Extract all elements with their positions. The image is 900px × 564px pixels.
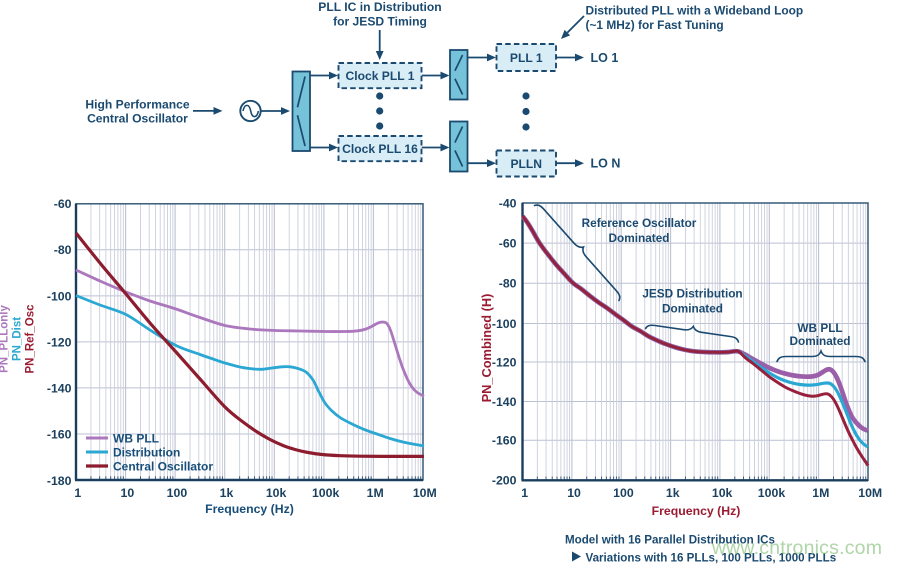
svg-text:100k: 100k — [312, 486, 340, 500]
svg-text:10k: 10k — [712, 486, 733, 500]
svg-text:10M: 10M — [413, 486, 437, 500]
svg-text:Distributed PLL with a Wideban: Distributed PLL with a Wideband Loop — [586, 4, 804, 18]
svg-text:Dominated: Dominated — [609, 231, 670, 245]
svg-text:-120: -120 — [47, 335, 72, 349]
svg-text:PN_Ref_Osc: PN_Ref_Osc — [25, 304, 37, 374]
svg-text:-80: -80 — [499, 277, 517, 291]
svg-text:Frequency (Hz): Frequency (Hz) — [205, 502, 294, 516]
svg-text:Model with 16 Parallel Distrib: Model with 16 Parallel Distribution ICs — [565, 534, 775, 547]
svg-text:-160: -160 — [47, 427, 72, 441]
svg-text:-140: -140 — [492, 395, 517, 409]
svg-text:WB PLL: WB PLL — [113, 432, 159, 446]
svg-text:-60: -60 — [54, 197, 72, 211]
svg-text:Clock PLL 16: Clock PLL 16 — [342, 142, 418, 156]
svg-text:-160: -160 — [492, 434, 517, 448]
svg-text:PN_Dist: PN_Dist — [12, 317, 24, 361]
svg-text:1M: 1M — [812, 486, 829, 500]
svg-text:100k: 100k — [758, 486, 786, 500]
svg-text:-120: -120 — [492, 355, 517, 369]
svg-text:LO N: LO N — [591, 157, 621, 171]
svg-text:PLL IC in Distribution: PLL IC in Distribution — [318, 0, 441, 14]
svg-text:LO 1: LO 1 — [591, 51, 619, 65]
svg-text:Central Oscillator: Central Oscillator — [87, 112, 188, 126]
svg-text:WB PLL: WB PLL — [797, 321, 842, 335]
svg-text:10M: 10M — [858, 486, 882, 500]
svg-text:100: 100 — [613, 486, 634, 500]
svg-text:Frequency (Hz): Frequency (Hz) — [652, 504, 741, 518]
svg-text:Dominated: Dominated — [790, 334, 851, 348]
svg-text:for JESD Timing: for JESD Timing — [333, 14, 427, 28]
svg-text:-140: -140 — [47, 381, 72, 395]
svg-text:1k: 1k — [666, 486, 680, 500]
svg-text:PLLN: PLLN — [510, 157, 542, 171]
svg-text:-60: -60 — [499, 237, 517, 251]
svg-text:-100: -100 — [492, 317, 517, 331]
svg-text:1: 1 — [521, 486, 528, 500]
svg-text:-40: -40 — [499, 196, 517, 210]
svg-text:PN_Combined (H): PN_Combined (H) — [479, 294, 494, 403]
svg-text:Dominated: Dominated — [662, 301, 723, 315]
svg-text:10k: 10k — [266, 486, 287, 500]
svg-text:-80: -80 — [54, 243, 72, 257]
svg-text:(~1 MHz) for Fast Tuning: (~1 MHz) for Fast Tuning — [586, 18, 724, 32]
svg-text:-100: -100 — [47, 289, 72, 303]
svg-text:Reference Oscillator: Reference Oscillator — [582, 216, 697, 230]
svg-text:10: 10 — [567, 486, 581, 500]
svg-text:Distribution: Distribution — [113, 446, 180, 460]
svg-text:www.cntronics.com: www.cntronics.com — [711, 537, 882, 559]
svg-text:JESD Distribution: JESD Distribution — [642, 287, 742, 301]
svg-text:1: 1 — [74, 486, 81, 500]
svg-text:-180: -180 — [47, 474, 72, 488]
svg-text:PLL 1: PLL 1 — [510, 51, 543, 65]
svg-text:Central Oscillator: Central Oscillator — [113, 460, 213, 474]
svg-text:100: 100 — [167, 486, 188, 500]
svg-text:Variations with 16 PLLs, 100 P: Variations with 16 PLLs, 100 PLLs, 1000 … — [586, 551, 837, 564]
svg-text:1k: 1k — [220, 486, 234, 500]
svg-text:High Performance: High Performance — [85, 97, 189, 111]
svg-text:Clock PLL 1: Clock PLL 1 — [345, 69, 414, 83]
svg-text:1M: 1M — [367, 486, 384, 500]
svg-text:PN_PLLonly: PN_PLLonly — [0, 305, 11, 373]
svg-text:10: 10 — [121, 486, 135, 500]
svg-text:-200: -200 — [492, 474, 517, 488]
